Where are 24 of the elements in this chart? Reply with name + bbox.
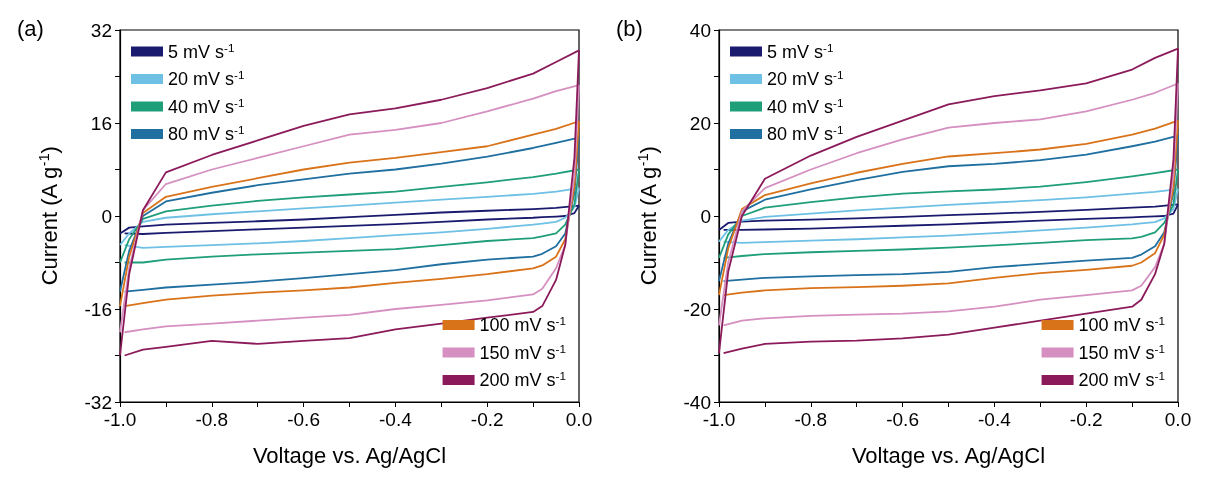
y-tick-label: 0 [101, 205, 112, 227]
y-axis-title: Current (A g-1) [36, 146, 62, 286]
y-tick-label: -16 [84, 298, 112, 320]
x-tick-label: -0.6 [287, 409, 320, 430]
x-tick-label: -0.2 [470, 409, 504, 430]
x-tick-label: -0.2 [1069, 409, 1103, 430]
x-axis-title: Voltage vs. Ag/AgCl [252, 442, 447, 468]
x-tick-label: -0.4 [978, 409, 1012, 430]
x-tick-label: 0.0 [1164, 409, 1192, 430]
y-tick-label: -20 [683, 298, 711, 320]
y-tick-label: 40 [689, 19, 711, 41]
chart-title: (a) [17, 15, 44, 41]
y-tick-label: 20 [689, 112, 711, 134]
x-tick-label: -0.6 [886, 409, 919, 430]
y-tick-label: 0 [700, 205, 711, 227]
x-axis-title: Voltage vs. Ag/AgCl [851, 442, 1046, 468]
y-tick-label: 32 [90, 19, 112, 41]
chart-title: (b) [616, 15, 643, 41]
x-tick-label: 0.0 [565, 409, 593, 430]
y-axis-title: Current (A g-1) [635, 146, 661, 286]
x-tick-label: -0.4 [379, 409, 413, 430]
y-tick-label: 16 [90, 112, 112, 134]
x-tick-label: -0.8 [195, 409, 229, 430]
x-tick-label: -0.8 [794, 409, 828, 430]
